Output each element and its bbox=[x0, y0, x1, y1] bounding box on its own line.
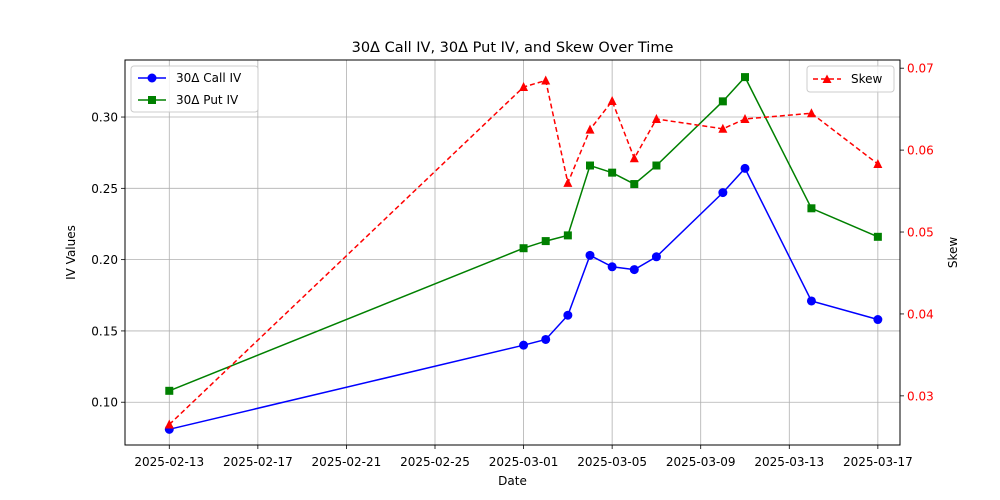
data-point bbox=[607, 262, 617, 272]
data-point bbox=[563, 177, 573, 187]
x-tick-label: 2025-03-09 bbox=[666, 455, 736, 469]
data-point bbox=[519, 82, 529, 92]
data-point bbox=[718, 97, 727, 106]
x-axis-label: Date bbox=[498, 474, 527, 488]
legend-right-box bbox=[806, 65, 895, 93]
legend-skew-marker bbox=[822, 74, 832, 83]
plot-area-frame bbox=[124, 59, 901, 446]
data-point bbox=[629, 153, 639, 163]
axes: 2025-02-13 2025-02-17 2025-02-21 2025-02-25… bbox=[91, 62, 933, 469]
data-point bbox=[165, 386, 174, 395]
data-point bbox=[718, 188, 728, 198]
x-tick-label: 2025-03-13 bbox=[754, 455, 824, 469]
data-point bbox=[873, 315, 883, 325]
y-tick-label: 0.25 bbox=[91, 182, 118, 196]
data-point bbox=[519, 340, 529, 350]
data-point bbox=[563, 310, 573, 320]
data-point bbox=[164, 419, 174, 429]
x-tick-label: 2025-03-05 bbox=[577, 455, 647, 469]
legend-call-label: 30Δ Call IV bbox=[176, 71, 242, 85]
x-tick-label: 2025-02-21 bbox=[312, 455, 382, 469]
data-point bbox=[806, 108, 816, 118]
series-layer bbox=[164, 73, 883, 434]
data-point bbox=[652, 161, 661, 170]
y2-tick-label: 0.03 bbox=[907, 389, 934, 403]
y2-tick-label: 0.07 bbox=[907, 62, 934, 76]
legend-call-marker bbox=[147, 73, 157, 83]
data-point bbox=[586, 161, 594, 170]
y-tick-label: 0.30 bbox=[91, 111, 118, 125]
legend-right: Skew bbox=[806, 65, 895, 93]
data-point bbox=[873, 159, 883, 169]
data-point bbox=[541, 237, 550, 246]
y-tick-label: 0.20 bbox=[91, 253, 118, 267]
data-point bbox=[585, 250, 595, 260]
legend-left: 30Δ Call IV 30Δ Put IV bbox=[130, 65, 259, 113]
y-tick-label: 0.15 bbox=[91, 324, 118, 338]
data-point bbox=[807, 204, 816, 213]
data-point bbox=[873, 232, 882, 241]
data-point bbox=[563, 231, 572, 240]
y2-tick-label: 0.05 bbox=[907, 226, 934, 240]
data-point bbox=[740, 163, 750, 173]
y-tick-label: 0.10 bbox=[91, 396, 118, 410]
chart-title: 30Δ Call IV, 30Δ Put IV, and Skew Over T… bbox=[352, 40, 674, 56]
x-tick-label: 2025-03-01 bbox=[489, 455, 559, 469]
data-point bbox=[718, 123, 728, 133]
y2-axis-label: Skew bbox=[946, 237, 960, 269]
x-tick-label: 2025-02-25 bbox=[400, 455, 470, 469]
grid bbox=[125, 60, 900, 445]
data-point bbox=[806, 296, 816, 306]
data-point bbox=[608, 168, 617, 177]
y-axis-label: IV Values bbox=[64, 225, 78, 280]
data-point bbox=[585, 124, 595, 134]
legend-put-label: 30Δ Put IV bbox=[176, 93, 239, 107]
x-tick-label: 2025-02-17 bbox=[223, 455, 293, 469]
data-point bbox=[541, 334, 551, 344]
data-point bbox=[541, 75, 551, 85]
x-tick-label: 2025-02-13 bbox=[134, 455, 204, 469]
data-point bbox=[741, 73, 749, 82]
y2-tick-label: 0.06 bbox=[907, 144, 934, 158]
data-point bbox=[629, 265, 639, 275]
data-point bbox=[630, 180, 639, 189]
legend-put-marker bbox=[148, 96, 156, 104]
series-line-2 bbox=[168, 79, 879, 426]
y2-tick-label: 0.04 bbox=[907, 307, 934, 321]
data-point bbox=[651, 252, 661, 262]
data-point bbox=[740, 113, 750, 123]
data-point bbox=[519, 244, 528, 253]
data-point bbox=[651, 113, 661, 123]
data-point bbox=[607, 95, 617, 105]
x-tick-label: 2025-03-17 bbox=[843, 455, 913, 469]
legend-skew-label: Skew bbox=[851, 72, 883, 86]
